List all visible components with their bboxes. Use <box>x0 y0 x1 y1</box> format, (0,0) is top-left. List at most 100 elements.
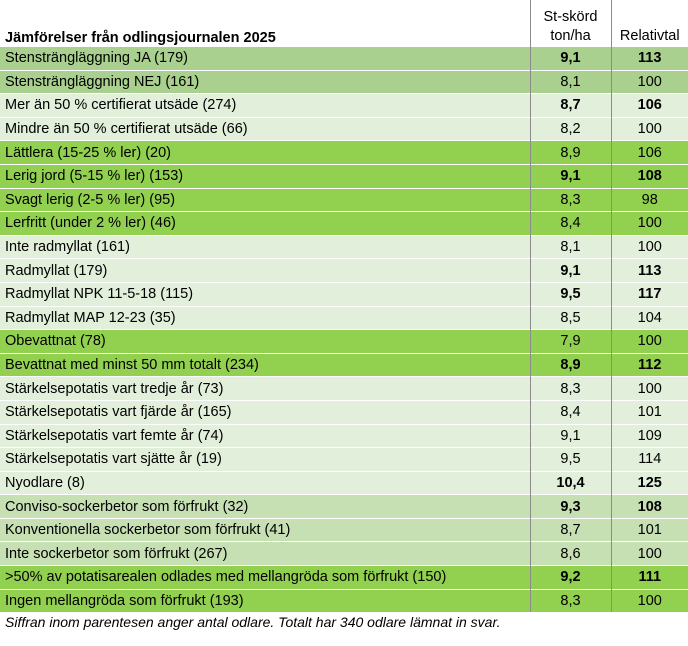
row-label: Mer än 50 % certifierat utsäde (274) <box>0 93 530 118</box>
row-label: >50% av potatisarealen odlades med mella… <box>0 565 530 590</box>
table-row: Lerfritt (under 2 % ler) (46) 8,4 100 <box>0 211 688 236</box>
yield-cell: 9,1 <box>529 258 611 283</box>
row-label: Inte sockerbetor som förfrukt (267) <box>0 541 530 566</box>
yield-cell: 8,4 <box>529 399 611 424</box>
relative-cell: 100 <box>610 69 688 94</box>
row-label: Lerfritt (under 2 % ler) (46) <box>0 211 530 236</box>
table-row: Inte sockerbetor som förfrukt (267) 8,6 10… <box>0 541 688 566</box>
yield-cell: 9,1 <box>529 423 611 448</box>
row-label: Konventionella sockerbetor som förfrukt … <box>0 517 530 542</box>
header-row: Jämförelser från odlingsjournalen 2025 S… <box>0 0 688 47</box>
relative-cell: 100 <box>610 234 688 259</box>
row-label: Mindre än 50 % certifierat utsäde (66) <box>0 116 530 141</box>
row-label: Inte radmyllat (161) <box>0 234 530 259</box>
title: Jämförelser från odlingsjournalen 2025 <box>0 0 530 47</box>
table-row: Mindre än 50 % certifierat utsäde (66) 8,… <box>0 116 688 141</box>
table-row: Ingen mellangröda som förfrukt (193) 8,3 1… <box>0 588 688 613</box>
table-row: Stensträngläggning NEJ (161) 8,1 100 <box>0 69 688 94</box>
column-header: Relativtal <box>610 0 688 47</box>
row-label: Conviso-sockerbetor som förfrukt (32) <box>0 494 530 519</box>
yield-cell: 8,1 <box>529 69 611 94</box>
yield-cell: 9,1 <box>529 46 611 71</box>
relative-cell: 100 <box>610 541 688 566</box>
table-row: Nyodlare (8) 10,4 125 <box>0 470 688 495</box>
relative-cell: 125 <box>610 470 688 495</box>
relative-cell: 100 <box>610 588 688 613</box>
row-label: Stensträngläggning JA (179) <box>0 46 530 71</box>
relative-cell: 109 <box>610 423 688 448</box>
yield-cell: 8,9 <box>529 140 611 165</box>
yield-cell: 9,2 <box>529 565 611 590</box>
row-label: Stärkelsepotatis vart fjärde år (165) <box>0 399 530 424</box>
column-header: St-skörd ton/ha <box>529 0 611 47</box>
relative-cell: 111 <box>610 565 688 590</box>
table-row: Conviso-sockerbetor som förfrukt (32) 9,3… <box>0 494 688 519</box>
yield-cell: 9,5 <box>529 281 611 307</box>
table-row: Mer än 50 % certifierat utsäde (274) 8,7 1… <box>0 93 688 118</box>
relative-cell: 108 <box>610 494 688 519</box>
footnote: Siffran inom parentesen anger antal odla… <box>5 614 501 631</box>
relative-cell: 106 <box>610 93 688 118</box>
table-row: Lättlera (15-25 % ler) (20) 8,9 106 <box>0 140 688 165</box>
table-row: Bevattnat med minst 50 mm totalt (234) 8,… <box>0 352 688 377</box>
row-label: Lättlera (15-25 % ler) (20) <box>0 140 530 165</box>
row-label: Stärkelsepotatis vart tredje år (73) <box>0 376 530 401</box>
yield-cell: 8,7 <box>529 93 611 118</box>
row-label: Stärkelsepotatis vart sjätte år (19) <box>0 447 530 472</box>
yield-cell: 8,3 <box>529 187 611 212</box>
yield-cell: 10,4 <box>529 470 611 495</box>
relative-cell: 100 <box>610 376 688 401</box>
table-body: Jämförelser från odlingsjournalen 2025 S… <box>0 0 688 613</box>
yield-cell: 8,4 <box>529 211 611 236</box>
row-label: Lerig jord (5-15 % ler) (153) <box>0 163 530 189</box>
relative-cell: 117 <box>610 281 688 307</box>
relative-cell: 108 <box>610 163 688 189</box>
yield-cell: 8,2 <box>529 116 611 141</box>
row-label: Radmyllat (179) <box>0 258 530 283</box>
row-label: Nyodlare (8) <box>0 470 530 495</box>
relative-cell: 104 <box>610 305 688 330</box>
table-row: >50% av potatisarealen odlades med mella… <box>0 565 688 590</box>
relative-cell: 114 <box>610 447 688 472</box>
table-row: Stärkelsepotatis vart sjätte år (19) 9,5 1… <box>0 447 688 472</box>
yield-cell: 8,3 <box>529 588 611 613</box>
relative-cell: 106 <box>610 140 688 165</box>
table-row: Inte radmyllat (161) 8,1 100 <box>0 234 688 259</box>
row-label: Svagt lerig (2-5 % ler) (95) <box>0 187 530 212</box>
relative-cell: 113 <box>610 46 688 71</box>
yield-cell: 8,3 <box>529 376 611 401</box>
relative-cell: 112 <box>610 352 688 377</box>
relative-cell: 101 <box>610 399 688 424</box>
table-row: Radmyllat NPK 11-5-18 (115) 9,5 117 <box>0 281 688 307</box>
table-row: Radmyllat (179) 9,1 113 <box>0 258 688 283</box>
row-label: Ingen mellangröda som förfrukt (193) <box>0 588 530 613</box>
row-label: Radmyllat MAP 12-23 (35) <box>0 305 530 330</box>
yield-cell: 9,5 <box>529 447 611 472</box>
row-label: Stärkelsepotatis vart femte år (74) <box>0 423 530 448</box>
table-row: Konventionella sockerbetor som förfrukt … <box>0 517 688 542</box>
table-row: Svagt lerig (2-5 % ler) (95) 8,3 98 <box>0 187 688 212</box>
relative-cell: 101 <box>610 517 688 542</box>
table-row: Stärkelsepotatis vart fjärde år (165) 8,4… <box>0 399 688 424</box>
yield-cell: 8,7 <box>529 517 611 542</box>
row-label: Stensträngläggning NEJ (161) <box>0 69 530 94</box>
relative-cell: 100 <box>610 211 688 236</box>
yield-cell: 7,9 <box>529 329 611 354</box>
yield-cell: 9,1 <box>529 163 611 189</box>
table-row: Radmyllat MAP 12-23 (35) 8,5 104 <box>0 305 688 330</box>
row-label: Obevattnat (78) <box>0 329 530 354</box>
table-row: Obevattnat (78) 7,9 100 <box>0 329 688 354</box>
yield-cell: 8,1 <box>529 234 611 259</box>
table-row: Stensträngläggning JA (179) 9,1 113 <box>0 46 688 71</box>
table-row: Stärkelsepotatis vart femte år (74) 9,1 10… <box>0 423 688 448</box>
yield-cell: 9,3 <box>529 494 611 519</box>
relative-cell: 100 <box>610 329 688 354</box>
table-row: Stärkelsepotatis vart tredje år (73) 8,3 1… <box>0 376 688 401</box>
relative-cell: 100 <box>610 116 688 141</box>
yield-cell: 8,9 <box>529 352 611 377</box>
row-label: Bevattnat med minst 50 mm totalt (234) <box>0 352 530 377</box>
relative-cell: 98 <box>610 187 688 212</box>
relative-cell: 113 <box>610 258 688 283</box>
table: Jämförelser från odlingsjournalen 2025 S… <box>0 0 688 613</box>
yield-cell: 8,6 <box>529 541 611 566</box>
